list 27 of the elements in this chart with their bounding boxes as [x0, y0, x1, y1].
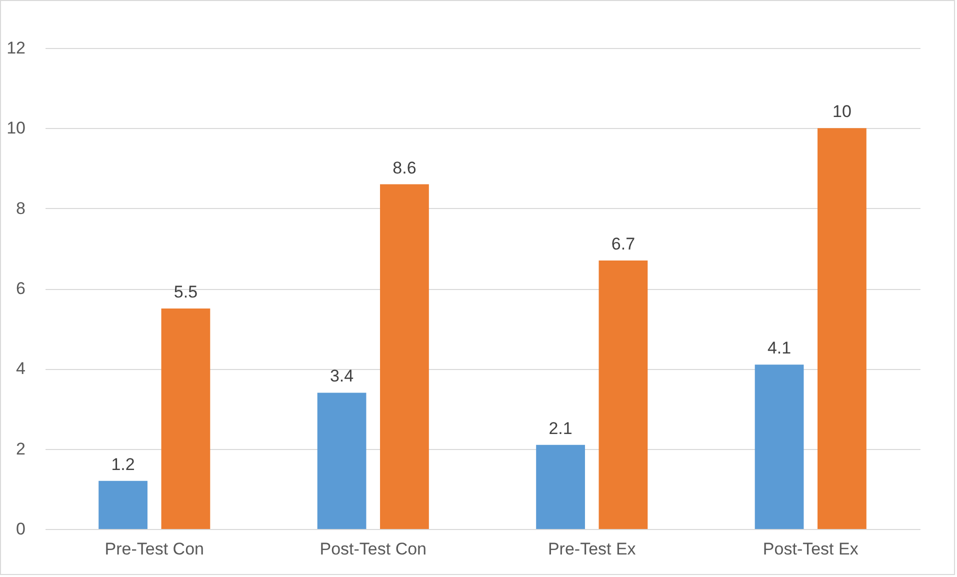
y-tick-label: 6: [16, 279, 26, 298]
y-tick-label: 2: [16, 439, 26, 458]
data-label: 1.2: [111, 454, 135, 474]
bar: [161, 308, 210, 529]
bar: [754, 364, 804, 529]
y-tick-label: 4: [16, 359, 26, 378]
data-label: 8.6: [392, 158, 416, 178]
bar: [380, 184, 429, 529]
y-tick-label: 0: [16, 520, 26, 538]
bar: [98, 480, 148, 529]
data-label: 2.1: [548, 418, 572, 438]
bar: [598, 260, 648, 529]
data-label: 4.1: [767, 338, 792, 358]
data-label: 3.4: [330, 366, 354, 386]
data-label: 6.7: [611, 234, 636, 254]
data-label: 10: [832, 102, 852, 122]
y-tick-label: 8: [16, 198, 26, 218]
bar: [317, 392, 366, 529]
bar: [536, 444, 585, 529]
x-tick-label: Pre-Test Con: [104, 540, 204, 558]
data-label: 5.5: [174, 282, 198, 302]
y-tick-label: 10: [6, 118, 26, 138]
y-tick-label: 12: [6, 38, 26, 58]
x-tick-label: Pre-Test Ex: [548, 540, 636, 558]
bar: [818, 128, 866, 529]
x-tick-label: Post-Test Ex: [762, 540, 859, 558]
x-tick-label: Post-Test Con: [320, 540, 427, 558]
